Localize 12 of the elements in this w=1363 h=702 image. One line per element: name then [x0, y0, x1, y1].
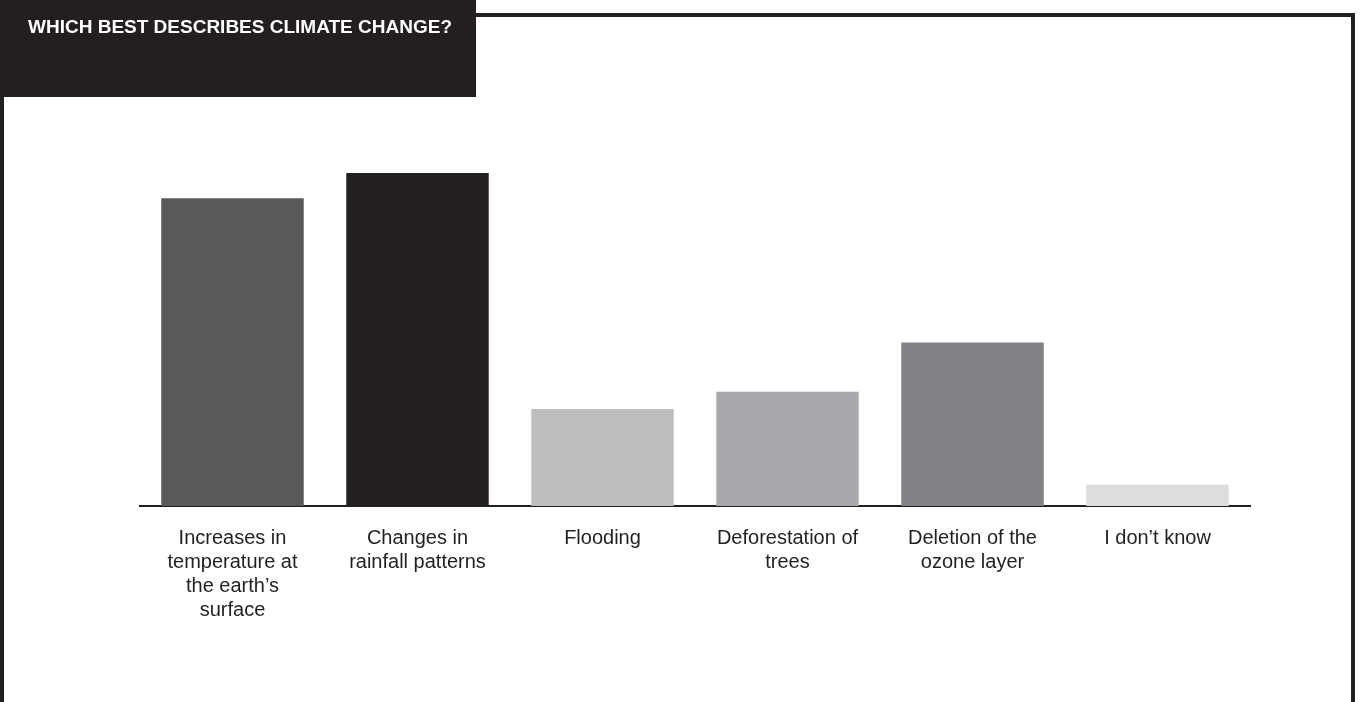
x-tick-label: Increases in temperature at the earth’s surface	[167, 525, 298, 620]
x-tick-label: Flooding	[564, 525, 641, 548]
x-tick-label: I don’t know	[1104, 525, 1212, 548]
bar	[901, 342, 1044, 506]
x-tick-label: Deforestation of trees	[716, 525, 859, 572]
bar	[1086, 484, 1229, 506]
chart-title: WHICH BEST DESCRIBES CLIMATE CHANGE?	[28, 16, 452, 38]
x-tick-label: Changes in rainfall patterns	[349, 525, 486, 572]
bar	[161, 198, 304, 506]
bar	[531, 409, 674, 506]
bar	[716, 391, 859, 506]
x-tick-label: Deletion of the ozone layer	[908, 525, 1037, 572]
